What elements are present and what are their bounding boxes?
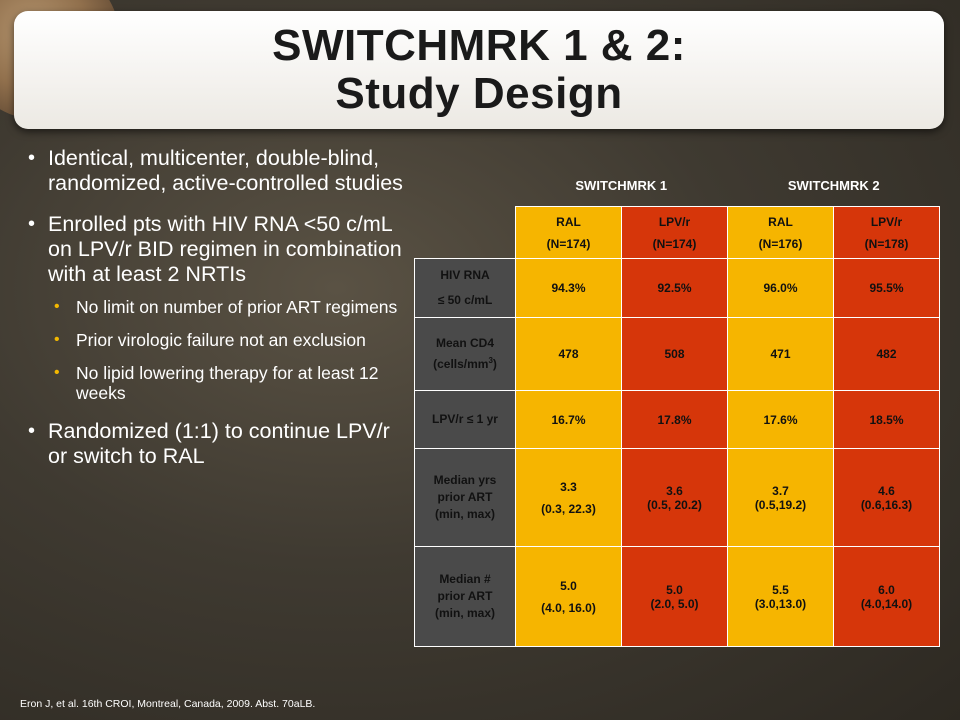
row-label: Median # prior ART (min, max) bbox=[414, 546, 516, 647]
column-header: LPV/r (N=178) bbox=[833, 206, 940, 259]
table-cell: 95.5% bbox=[833, 258, 940, 318]
table-cell: 4.6 (0.6,16.3) bbox=[833, 448, 940, 547]
bullet-list: Identical, multicenter, double-blind, ra… bbox=[28, 146, 408, 485]
table-corner bbox=[415, 207, 516, 259]
table-row: HIV RNA ≤ 50 c/mL 94.3% 92.5% 96.0% 95.5… bbox=[414, 258, 940, 318]
bullet-item: Enrolled pts with HIV RNA <50 c/mL on LP… bbox=[28, 212, 408, 403]
sub-bullet-item: Prior virologic failure not an exclusion bbox=[48, 330, 408, 350]
sub-bullet-item: No lipid lowering therapy for at least 1… bbox=[48, 363, 408, 403]
row-label: LPV/r ≤ 1 yr bbox=[414, 390, 516, 449]
table-cell: 508 bbox=[621, 317, 728, 391]
study-design-table: RAL (N=174) LPV/r (N=174) RAL (N=176) LPV/r… bbox=[414, 206, 940, 647]
trial-headers: SWITCHMRK 1 SWITCHMRK 2 bbox=[515, 178, 940, 202]
table-cell: 3.3 (0.3, 22.3) bbox=[515, 448, 622, 547]
bullet-item: Identical, multicenter, double-blind, ra… bbox=[28, 146, 408, 196]
table-cell: 92.5% bbox=[621, 258, 728, 318]
table-cell: 478 bbox=[515, 317, 622, 391]
table-header-row: RAL (N=174) LPV/r (N=174) RAL (N=176) LPV/r… bbox=[415, 206, 940, 259]
table-row: Mean CD4 (cells/mm3) 478 508 471 482 bbox=[414, 317, 940, 391]
table-row: Median yrs prior ART (min, max) 3.3 (0.3… bbox=[414, 448, 940, 547]
column-header: LPV/r (N=174) bbox=[621, 206, 728, 259]
footnote-citation: Eron J, et al. 16th CROI, Montreal, Cana… bbox=[20, 698, 316, 710]
table-cell: 17.6% bbox=[727, 390, 834, 449]
bullet-text: Enrolled pts with HIV RNA <50 c/mL on LP… bbox=[48, 212, 402, 286]
column-header: RAL (N=174) bbox=[515, 206, 622, 259]
table-cell: 471 bbox=[727, 317, 834, 391]
table-cell: 17.8% bbox=[621, 390, 728, 449]
row-label: Mean CD4 (cells/mm3) bbox=[414, 317, 516, 391]
sub-bullet-item: No limit on number of prior ART regimens bbox=[48, 297, 408, 317]
bullet-item: Randomized (1:1) to continue LPV/r or sw… bbox=[28, 419, 408, 469]
table-cell: 16.7% bbox=[515, 390, 622, 449]
table-cell: 3.6 (0.5, 20.2) bbox=[621, 448, 728, 547]
table-cell: 5.5 (3.0,13.0) bbox=[727, 546, 834, 647]
table-cell: 6.0 (4.0,14.0) bbox=[833, 546, 940, 647]
table-row: LPV/r ≤ 1 yr 16.7% 17.8% 17.6% 18.5% bbox=[414, 390, 940, 449]
title-banner: SWITCHMRK 1 & 2: Study Design bbox=[14, 11, 944, 129]
column-header: RAL (N=176) bbox=[727, 206, 834, 259]
trial-header-switchmrk1: SWITCHMRK 1 bbox=[575, 178, 668, 193]
sub-bullet-list: No limit on number of prior ART regimens… bbox=[48, 297, 408, 403]
table-cell: 3.7 (0.5,19.2) bbox=[727, 448, 834, 547]
table-row: Median # prior ART (min, max) 5.0 (4.0, … bbox=[414, 546, 940, 647]
table-cell: 5.0 (4.0, 16.0) bbox=[515, 546, 622, 647]
page-title: SWITCHMRK 1 & 2: bbox=[272, 21, 686, 70]
table-cell: 482 bbox=[833, 317, 940, 391]
table-cell: 94.3% bbox=[515, 258, 622, 318]
row-label: HIV RNA ≤ 50 c/mL bbox=[414, 258, 516, 318]
page-subtitle: Study Design bbox=[335, 69, 623, 118]
table-cell: 96.0% bbox=[727, 258, 834, 318]
trial-header-switchmrk2: SWITCHMRK 2 bbox=[787, 178, 880, 193]
table-cell: 18.5% bbox=[833, 390, 940, 449]
row-label: Median yrs prior ART (min, max) bbox=[414, 448, 516, 547]
table-cell: 5.0 (2.0, 5.0) bbox=[621, 546, 728, 647]
